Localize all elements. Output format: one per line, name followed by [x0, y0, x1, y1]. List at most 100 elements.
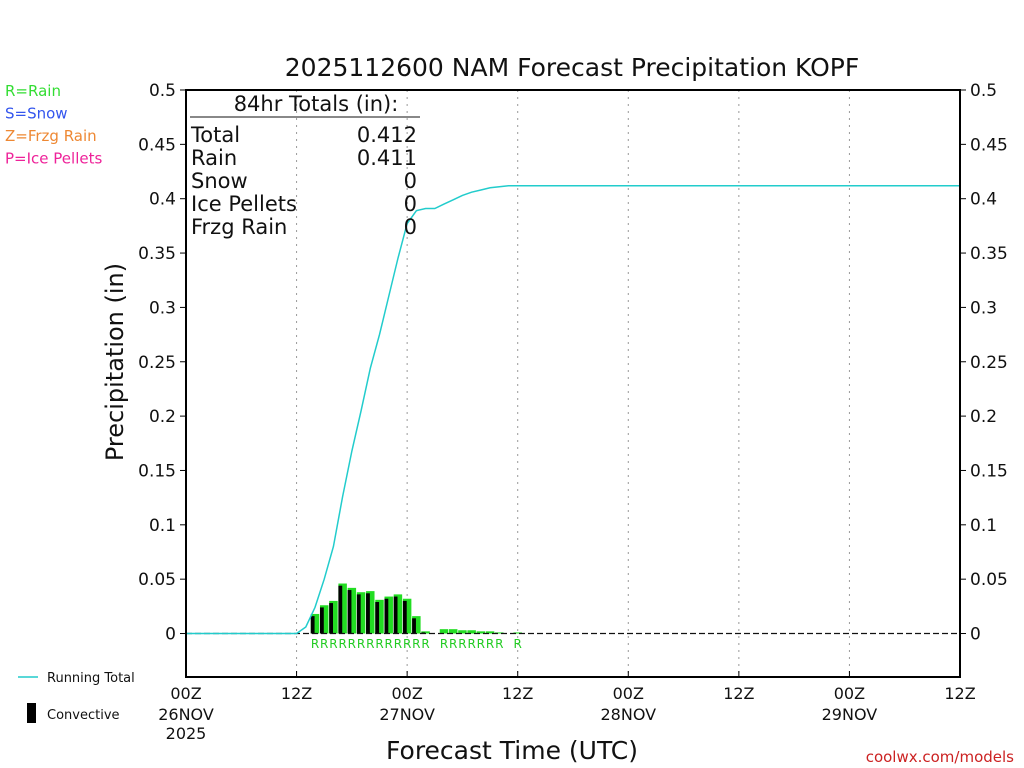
precip-bar — [366, 591, 375, 634]
precip-type-mark: R — [421, 637, 429, 651]
precip-bar — [384, 596, 393, 634]
convective-swatch — [27, 703, 36, 723]
precip-type-mark: R — [412, 637, 420, 651]
convective-bar — [319, 607, 324, 634]
x-tick-label: 00Z — [613, 684, 644, 703]
convective-bar — [393, 596, 398, 634]
x-axis-label: Forecast Time (UTC) — [386, 736, 638, 765]
y-tick-label-right: 0.45 — [970, 135, 1008, 155]
y-tick-label: 0.5 — [149, 81, 176, 101]
y-axis-label: Precipitation (in) — [101, 263, 129, 461]
y-tick-label: 0.1 — [149, 516, 176, 536]
precip-type-mark: R — [477, 637, 485, 651]
totals-row-label: Rain — [191, 146, 237, 170]
convective-bar — [402, 600, 407, 634]
precip-type-mark: R — [338, 637, 346, 651]
y-tick-label-right: 0.5 — [970, 81, 997, 101]
convective-bar — [375, 601, 380, 634]
totals-row-value: 0.412 — [357, 123, 417, 147]
x-tick-label: 12Z — [723, 684, 754, 703]
precip-bar — [476, 631, 486, 634]
precip-bar — [412, 616, 421, 634]
x-tick-date: 28NOV — [600, 705, 656, 724]
y-tick-label-right: 0 — [970, 625, 981, 645]
y-tick-label: 0.25 — [138, 353, 176, 373]
type-legend-item: P=Ice Pellets — [5, 150, 102, 168]
precip-bar — [513, 632, 522, 634]
precip-type-mark: R — [458, 637, 466, 651]
precip-bar — [319, 605, 329, 634]
type-legend-item: S=Snow — [5, 105, 68, 123]
y-tick-label: 0.2 — [149, 407, 176, 427]
precip-bar — [347, 587, 357, 634]
series-legend: Running Total Convective — [18, 671, 135, 723]
y-tick-label: 0.45 — [138, 135, 176, 155]
precip-bar — [448, 629, 458, 634]
plot-frame — [185, 89, 961, 678]
y-tick-label-right: 0.4 — [970, 190, 997, 210]
precip-bar — [485, 631, 495, 634]
convective-bar — [338, 585, 343, 634]
y-axis-right: 0.5 0.45 0.4 0.35 0.3 0.25 0.2 0.15 0.1 0.05 0 — [960, 81, 1008, 645]
y-tick-label-right: 0.15 — [970, 461, 1008, 481]
x-tick-date: 26NOV — [158, 705, 214, 724]
precip-type-mark: R — [320, 637, 328, 651]
precip-type-mark: R — [366, 637, 374, 651]
precip-bar — [393, 594, 403, 634]
x-tick-label: 00Z — [834, 684, 865, 703]
precip-bar — [375, 599, 384, 634]
precip-bar — [338, 583, 347, 634]
precip-bar — [495, 632, 504, 634]
precip-bars — [310, 583, 522, 634]
precip-bar — [329, 600, 338, 634]
precip-type-mark: R — [403, 637, 411, 651]
precip-bar — [356, 592, 366, 634]
x-tick-label: 00Z — [170, 684, 201, 703]
precip-type-mark: R — [311, 637, 319, 651]
y-tick-label-right: 0.35 — [970, 244, 1008, 264]
type-legend-item: R=Rain — [5, 82, 61, 100]
totals-row-label: Ice Pellets — [191, 192, 297, 216]
precip-type-mark: R — [329, 637, 337, 651]
precip-bar — [402, 598, 412, 634]
x-tick-date: 27NOV — [379, 705, 435, 724]
precip-type-mark: R — [440, 637, 448, 651]
type-legend-item: Z=Frzg Rain — [5, 127, 97, 145]
precip-type-mark: R — [375, 637, 383, 651]
convective-bar — [412, 618, 416, 634]
precip-type-mark: R — [357, 637, 365, 651]
precip-type-mark: R — [449, 637, 457, 651]
precip-bar — [458, 630, 467, 634]
running-total-line — [186, 184, 960, 635]
precip-type-mark: R — [467, 637, 475, 651]
convective-bar — [347, 590, 352, 634]
precip-bar — [439, 629, 449, 634]
vertical-gridlines — [296, 90, 850, 677]
precip-type-mark: R — [495, 637, 503, 651]
precip-type-mark: R — [514, 637, 522, 651]
precip-type-mark: R — [348, 637, 356, 651]
y-tick-label: 0.4 — [149, 190, 176, 210]
y-tick-label-right: 0.2 — [970, 407, 997, 427]
totals-row-value: 0 — [404, 215, 417, 239]
x-tick-year: 2025 — [166, 724, 207, 743]
convective-bar — [310, 616, 315, 634]
convective-bar — [329, 603, 334, 634]
totals-row-label: Frzg Rain — [191, 215, 287, 239]
precip-type-mark: R — [486, 637, 494, 651]
x-tick-label: 12Z — [281, 684, 312, 703]
y-tick-label-right: 0.1 — [970, 516, 997, 536]
totals-row-value: 0.411 — [357, 146, 417, 170]
x-tick-label: 00Z — [391, 684, 422, 703]
y-tick-label: 0.15 — [138, 461, 176, 481]
footer-site-link[interactable]: coolwx.com/models — [866, 748, 1014, 766]
precip-type-mark: R — [394, 637, 402, 651]
totals-row-value: 0 — [404, 169, 417, 193]
chart-title: 2025112600 NAM Forecast Precipitation KO… — [285, 53, 859, 82]
y-tick-label: 0.05 — [138, 570, 176, 590]
y-tick-label: 0 — [165, 625, 176, 645]
y-axis-left: 0.5 0.45 0.4 0.35 0.3 0.25 0.2 0.15 0.1 0.05 0 — [138, 81, 186, 645]
